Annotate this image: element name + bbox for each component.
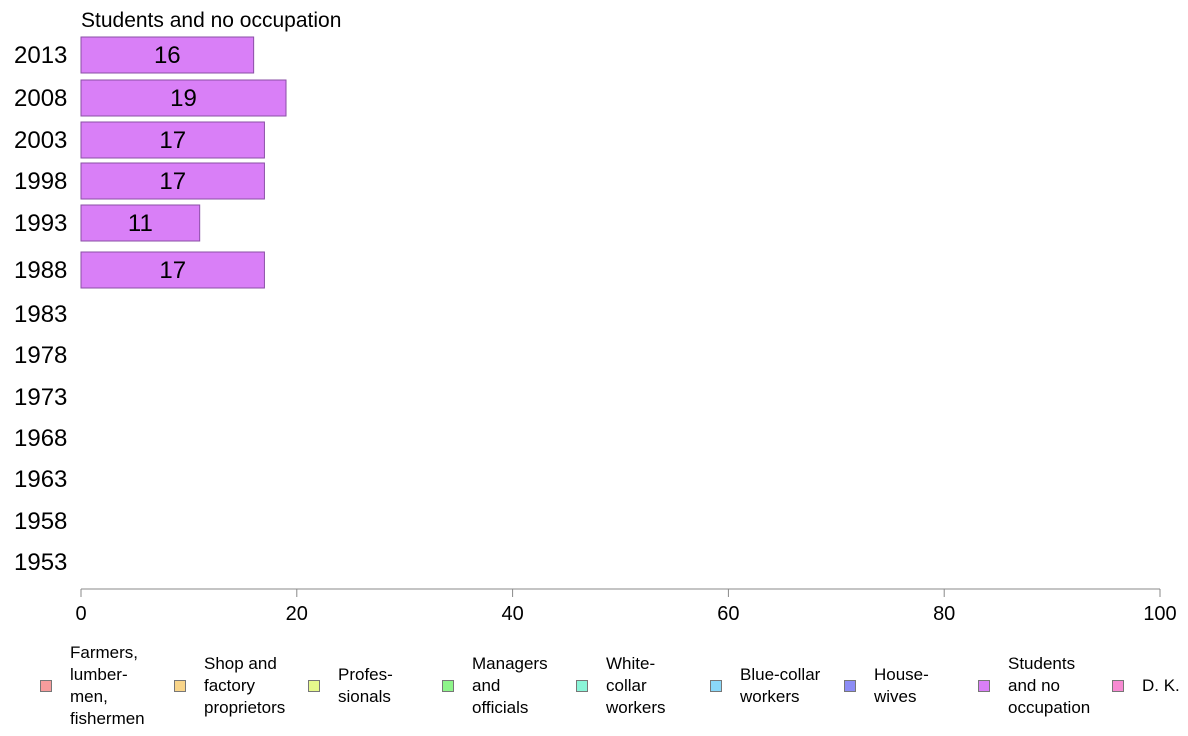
legend-item: House- wives [844,640,929,732]
x-tick-label: 40 [501,603,523,625]
x-tick-label: 100 [1143,603,1176,625]
legend-label: House- wives [874,665,929,706]
y-tick-label: 1973 [14,384,67,411]
y-tick-label: 2008 [14,85,67,112]
y-tick-label: 2013 [14,42,67,69]
legend-swatch [844,680,856,692]
legend-swatch [174,680,186,692]
legend-swatch [710,680,722,692]
legend-item: D. K. [1112,640,1180,732]
y-tick-label: 1963 [14,466,67,493]
y-tick-label: 1993 [14,210,67,237]
legend-swatch [978,680,990,692]
legend-swatch [576,680,588,692]
x-tick-label: 0 [75,603,86,625]
bar-value-label: 16 [154,42,181,69]
legend-swatch [308,680,320,692]
x-tick-label: 80 [933,603,955,625]
y-tick-label: 1958 [14,508,67,535]
bar [80,79,287,117]
legend-label: Shop and factory proprietors [204,654,286,717]
y-tick-label: 1983 [14,301,67,328]
y-tick-label: 2003 [14,127,67,154]
legend-label: Profes- sionals [338,665,393,706]
legend-label: White- collar workers [606,654,666,717]
legend-item: Blue-collar workers [710,640,820,732]
bar [80,251,265,289]
legend-item: White- collar workers [576,640,666,732]
legend: Farmers, lumber- men, fishermen Shop and … [0,640,1188,736]
legend-item: Shop and factory proprietors [174,640,285,732]
legend-label: Farmers, lumber- men, fishermen [70,643,145,728]
bar-value-label: 17 [159,257,186,284]
chart-plot: Students and no occupation 161917171117 … [14,9,1177,625]
bar-value-label: 17 [159,168,186,195]
y-tick-label: 1953 [14,549,67,576]
legend-item: Profes- sionals [308,640,393,732]
legend-label: D. K. [1142,676,1180,695]
bar-value-label: 17 [159,127,186,154]
bar [80,162,265,200]
bar [80,204,201,242]
legend-label: Blue-collar workers [740,665,821,706]
bar-value-label: 11 [128,210,153,237]
legend-item: Students and no occupation [978,640,1090,732]
x-tick-label: 20 [286,603,308,625]
bar [80,121,265,159]
legend-swatch [442,680,454,692]
y-tick-label: 1968 [14,425,67,452]
legend-item: Managers and officials [442,640,548,732]
legend-swatch [40,680,52,692]
legend-item: Farmers, lumber- men, fishermen [40,640,145,732]
y-tick-label: 1978 [14,342,67,369]
bar-value-label: 19 [170,85,197,112]
chart-title: Students and no occupation [81,9,341,32]
legend-label: Students and no occupation [1008,654,1091,717]
legend-label: Managers and officials [472,654,548,717]
bar [80,36,255,74]
y-tick-label: 1998 [14,168,67,195]
y-tick-label: 1988 [14,257,67,284]
legend-swatch [1112,680,1124,692]
x-tick-label: 60 [717,603,739,625]
